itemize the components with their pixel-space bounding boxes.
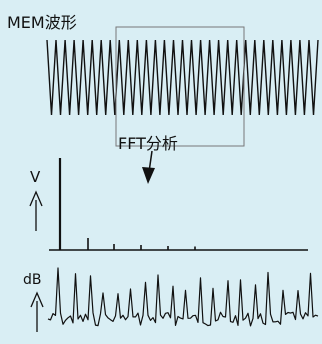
fft-label: FFT分析 <box>118 134 178 153</box>
db-axis-label: dB <box>23 272 42 288</box>
arrow-up-icon <box>30 291 44 332</box>
db-spectrum-trace <box>47 267 319 327</box>
arrow-down-icon <box>142 150 155 184</box>
waveform-label: MEM波形 <box>7 13 77 32</box>
mem-waveform <box>46 39 319 116</box>
amplitude-spectrum <box>49 158 308 251</box>
v-axis-label: V <box>30 168 41 186</box>
waveform-trace <box>46 39 319 116</box>
fft-window-box <box>115 26 245 147</box>
arrow-up-icon <box>29 190 43 231</box>
